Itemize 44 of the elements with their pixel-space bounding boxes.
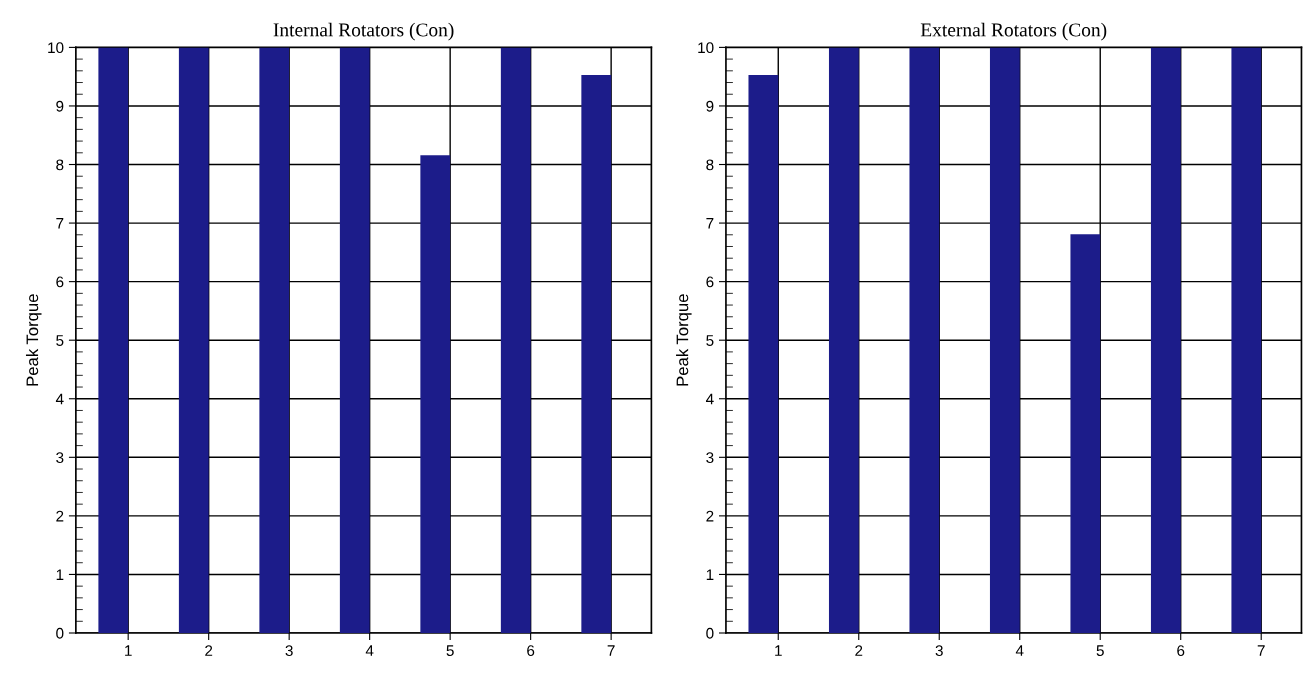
y-tick-label: 6 bbox=[56, 276, 64, 288]
bar bbox=[748, 74, 779, 633]
x-tick-label: 3 bbox=[285, 645, 293, 657]
y-tick-label: 9 bbox=[706, 100, 714, 112]
x-tick-label: 4 bbox=[1015, 645, 1024, 656]
y-tick-label: 5 bbox=[56, 335, 64, 346]
bar bbox=[581, 74, 612, 633]
x-tick-label: 3 bbox=[935, 645, 943, 657]
chart-title: External Rotators (Con) bbox=[920, 22, 1107, 41]
y-tick-label: 8 bbox=[706, 159, 714, 171]
y-tick-label: 8 bbox=[56, 159, 64, 171]
x-tick-label: 4 bbox=[365, 645, 374, 656]
y-tick-label: 4 bbox=[705, 393, 714, 405]
x-tick-label: 7 bbox=[607, 645, 615, 656]
y-tick-label: 2 bbox=[706, 510, 714, 522]
y-tick-label: 4 bbox=[55, 393, 64, 405]
x-tick-label: 5 bbox=[446, 645, 454, 657]
y-tick-label: 5 bbox=[706, 335, 714, 346]
x-tick-label: 6 bbox=[1177, 645, 1185, 657]
chart-title: Internal Rotators (Con) bbox=[273, 22, 454, 41]
y-tick-label: 0 bbox=[706, 627, 714, 639]
bar bbox=[1070, 234, 1101, 633]
bar bbox=[420, 155, 451, 633]
y-axis-title: Peak Torque bbox=[25, 294, 42, 386]
y-tick-label: 9 bbox=[56, 100, 64, 112]
x-tick-label: 1 bbox=[125, 645, 132, 656]
y-tick-label: 3 bbox=[56, 452, 64, 463]
y-tick-label: 1 bbox=[56, 569, 64, 580]
x-tick-label: 2 bbox=[855, 645, 863, 656]
y-tick-label: 7 bbox=[706, 218, 714, 229]
y-tick-label: 7 bbox=[56, 218, 64, 229]
x-tick-label: 2 bbox=[205, 645, 213, 656]
y-tick-label: 3 bbox=[706, 452, 714, 463]
y-tick-label: 6 bbox=[706, 276, 714, 288]
y-tick-label: 10 bbox=[698, 42, 714, 54]
x-tick-label: 5 bbox=[1096, 645, 1104, 657]
x-tick-label: 7 bbox=[1257, 645, 1265, 656]
y-tick-label: 2 bbox=[56, 510, 64, 522]
x-tick-label: 6 bbox=[527, 645, 535, 657]
y-tick-label: 10 bbox=[48, 42, 64, 54]
y-tick-label: 0 bbox=[56, 627, 64, 639]
y-tick-label: 1 bbox=[706, 569, 714, 580]
x-tick-label: 1 bbox=[775, 645, 782, 656]
y-axis-title: Peak Torque bbox=[676, 294, 692, 386]
